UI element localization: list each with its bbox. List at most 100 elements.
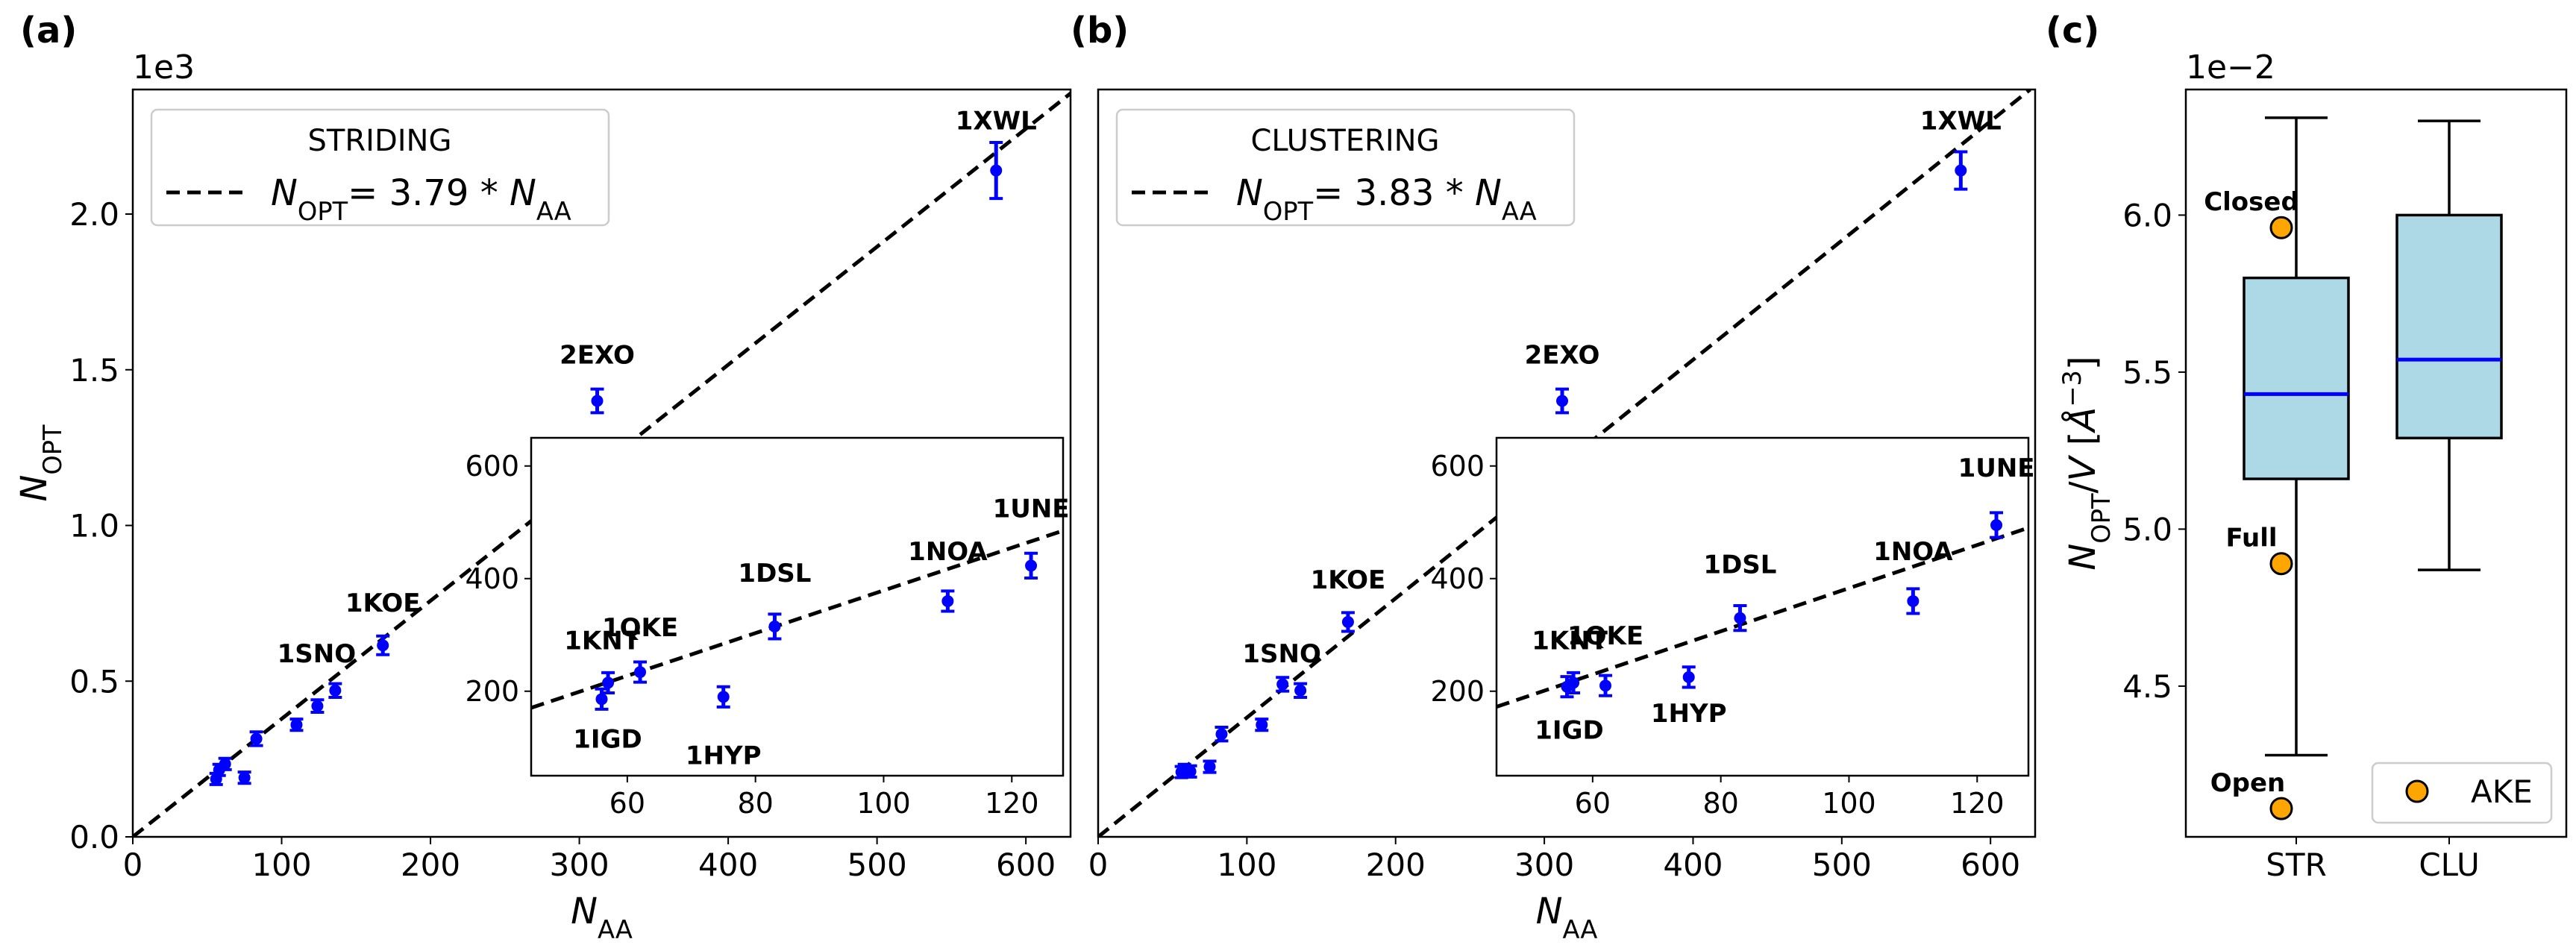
- inset-x-tick-label: 120: [985, 787, 1039, 820]
- panel-b: (b) 0 100 200 300 400 500 600 NAA CLUSTERING NOPT=…: [1071, 10, 2037, 944]
- inset-x-tick-label: 60: [609, 787, 645, 820]
- y-tick-label: 2.0: [69, 196, 119, 233]
- inset-fit-line: [1497, 526, 2028, 709]
- x-axis-label: NAA: [1536, 891, 1598, 944]
- panel-label: (b): [1071, 10, 1129, 51]
- inset-x-tick-label: 120: [1950, 787, 2005, 820]
- point-label: 1SNO: [1242, 639, 1321, 669]
- data-point: [1294, 684, 1307, 697]
- inset-y-tick-label: 600: [465, 450, 519, 483]
- inset-point-label: 1HYP: [1651, 699, 1727, 729]
- data-point: [377, 639, 389, 652]
- x-axis-label: NAA: [571, 891, 633, 944]
- legend-box: [150, 108, 610, 227]
- point-label: 1KOE: [345, 588, 421, 618]
- point-label: 1KOE: [1311, 565, 1386, 595]
- point-label: 2EXO: [560, 341, 635, 371]
- inset-y-tick-label: 200: [1430, 675, 1485, 708]
- y-exponent-label: 1e3: [133, 48, 195, 87]
- ake-point: [2269, 552, 2293, 576]
- inset-plot-area: [530, 436, 1065, 777]
- inset-point-label: 1DSL: [738, 559, 811, 588]
- inset-data-point: [1025, 559, 1038, 572]
- y-tick-label: 4.5: [2122, 668, 2172, 705]
- ake-point-label: Open: [2210, 768, 2286, 798]
- y-exponent-label: 1e−2: [2186, 48, 2275, 87]
- inset-point-label: 1QKE: [602, 613, 678, 643]
- inset-data-point: [1734, 612, 1746, 624]
- legend-marker: [2405, 779, 2429, 803]
- legend-label: NOPT= 3.79 * NAA: [271, 172, 571, 226]
- legend-box: [2371, 762, 2553, 824]
- inset-point-label: 1NOA: [1873, 537, 1953, 567]
- y-tick-label: 1.5: [69, 352, 119, 389]
- x-tick-label: 400: [1663, 847, 1723, 883]
- inset-data-point: [1599, 679, 1612, 692]
- x-tick-label: STR: [2266, 847, 2327, 883]
- x-tick-label: 200: [401, 847, 460, 883]
- y-tick-label: 6.0: [2122, 197, 2172, 233]
- point-label: 1XWL: [1920, 107, 2002, 136]
- x-tick-label: 400: [698, 847, 758, 883]
- data-point: [311, 700, 324, 712]
- data-point: [1341, 615, 1354, 628]
- x-tick-label: 500: [1812, 847, 1872, 883]
- y-tick-label: 1.0: [69, 508, 119, 544]
- x-tick-label: 600: [996, 847, 1056, 883]
- y-axis-label: NOPT: [13, 424, 67, 502]
- inset-x-tick-label: 100: [856, 787, 911, 820]
- data-point: [1955, 164, 1967, 177]
- inset-y-tick-label: 400: [465, 562, 519, 595]
- data-point: [250, 732, 263, 745]
- inset-point-label: 1KNT: [1532, 626, 1608, 656]
- panel-label: (a): [20, 10, 77, 51]
- legend-title: STRIDING: [308, 124, 452, 158]
- data-point: [219, 758, 231, 770]
- point-label: 1XWL: [956, 107, 1037, 136]
- inset-data-point: [634, 666, 647, 679]
- ake-point: [2269, 216, 2293, 239]
- x-tick-label: 300: [1514, 847, 1574, 883]
- inset-data-point: [1567, 676, 1580, 689]
- x-tick-label: 100: [251, 847, 311, 883]
- x-tick-label: 600: [1961, 847, 2020, 883]
- box: [2243, 276, 2350, 480]
- inset-x-tick-label: 100: [1822, 787, 1876, 820]
- inset-data-point: [602, 676, 615, 689]
- inset-y-tick-label: 600: [1430, 450, 1485, 483]
- panel-a: (a) 0 100 200 300 400 500 600 NAA 0.0 0.5 1.0 1.5 2.0…: [13, 10, 1072, 944]
- fit-line: [133, 90, 1071, 837]
- y-tick-label: 0.5: [69, 663, 119, 700]
- inset-y-tick-label: 200: [465, 675, 519, 708]
- data-point: [329, 684, 342, 697]
- inset-x-tick-label: 60: [1575, 787, 1611, 820]
- legend-label: AKE: [2471, 773, 2533, 810]
- inset-point-label: 1UNE: [993, 494, 1070, 524]
- inset-x-tick-label: 80: [1702, 787, 1738, 820]
- inset-point-label: 1IGD: [1535, 716, 1603, 746]
- inset-plot-area: [1495, 436, 2030, 777]
- ake-point-label: Full: [2225, 524, 2277, 553]
- inset-point-label: 1KNT: [564, 626, 640, 656]
- inset-data-point: [941, 594, 954, 607]
- inset-y-tick-label: 400: [1430, 562, 1485, 595]
- inset-data-point: [717, 691, 730, 703]
- inset-fit-line: [531, 529, 1063, 710]
- data-point: [1276, 678, 1289, 691]
- box: [2395, 213, 2503, 440]
- legend-label: NOPT= 3.83 * NAA: [1236, 172, 1537, 226]
- x-tick-label: 500: [847, 847, 907, 883]
- x-tick-label: 0: [123, 847, 143, 883]
- legend: CLUSTERING NOPT= 3.83 * NAA: [1115, 108, 1576, 227]
- inset-data-point: [595, 693, 608, 706]
- x-tick-label: 100: [1217, 847, 1276, 883]
- inset-point-label: 1QKE: [1567, 621, 1643, 651]
- inset-point-label: 1NOA: [908, 537, 988, 567]
- legend: STRIDING NOPT= 3.79 * NAA: [150, 108, 610, 227]
- y-tick-label: 0.0: [69, 819, 119, 855]
- point-label: 2EXO: [1525, 341, 1600, 371]
- data-point: [1184, 765, 1197, 778]
